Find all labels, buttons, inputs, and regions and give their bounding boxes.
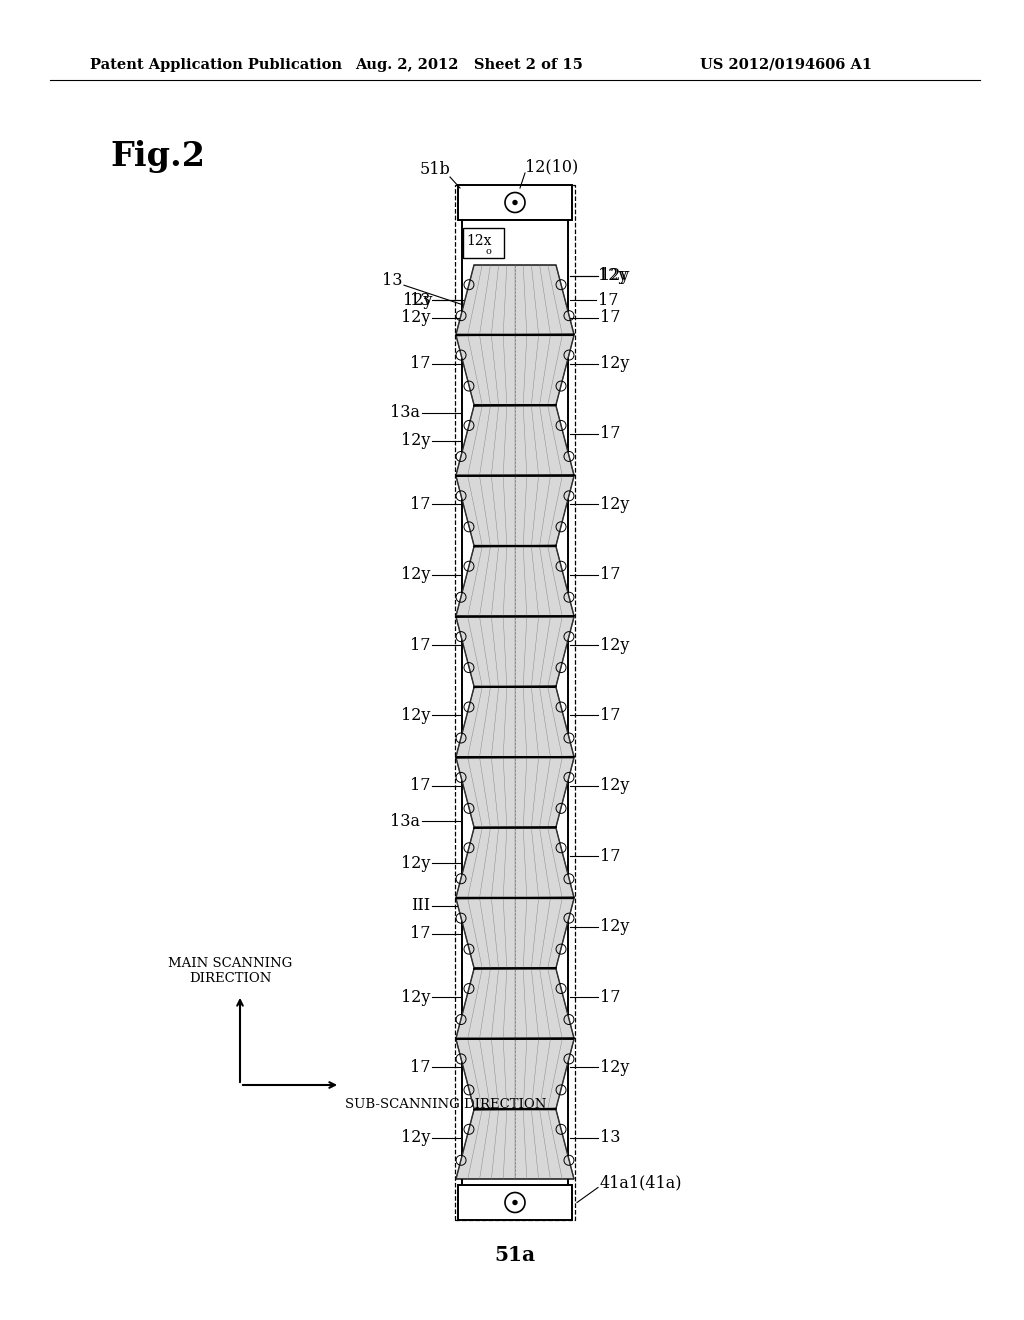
Text: 12y: 12y [400,989,430,1006]
Polygon shape [456,405,574,475]
Text: 12y: 12y [400,855,430,871]
Text: 51a: 51a [495,1245,536,1265]
Text: 12y: 12y [600,355,630,372]
Text: 12y: 12y [400,708,430,723]
Polygon shape [456,828,574,898]
Text: 17: 17 [600,989,621,1006]
Text: 17: 17 [410,925,430,942]
Text: SUB-SCANNING DIRECTION: SUB-SCANNING DIRECTION [345,1098,547,1111]
Text: 51b: 51b [419,161,450,178]
Polygon shape [456,1110,574,1179]
Text: 17: 17 [600,566,621,583]
Text: 13: 13 [410,292,430,309]
Text: MAIN SCANNING
DIRECTION: MAIN SCANNING DIRECTION [168,957,292,985]
Text: 17: 17 [410,355,430,372]
Text: Patent Application Publication: Patent Application Publication [90,58,342,73]
Polygon shape [456,899,574,968]
Text: 12y: 12y [598,267,628,284]
Text: 13: 13 [600,1130,621,1146]
Polygon shape [456,969,574,1039]
Text: 17: 17 [598,292,618,309]
Polygon shape [456,477,574,545]
Text: 17: 17 [600,847,621,865]
Text: III: III [411,898,430,913]
Text: 12y: 12y [400,1130,430,1146]
Text: 13: 13 [382,272,402,289]
Polygon shape [456,758,574,828]
Text: Fig.2: Fig.2 [110,140,205,173]
Polygon shape [462,220,568,1185]
Polygon shape [456,546,574,616]
Text: 17: 17 [410,496,430,512]
Text: 12y: 12y [402,292,432,309]
Text: 12y: 12y [600,777,630,795]
Polygon shape [458,185,572,220]
Circle shape [513,1200,517,1204]
Text: 12y: 12y [600,496,630,512]
Text: US 2012/0194606 A1: US 2012/0194606 A1 [700,58,872,73]
Text: Aug. 2, 2012   Sheet 2 of 15: Aug. 2, 2012 Sheet 2 of 15 [355,58,583,73]
Text: 41a1(41a): 41a1(41a) [600,1173,683,1191]
Text: 12y: 12y [400,433,430,450]
Polygon shape [463,228,504,257]
Text: 12y: 12y [600,636,630,653]
Text: 17: 17 [600,708,621,723]
Text: 12y: 12y [600,919,630,935]
Text: 17: 17 [410,1059,430,1076]
Text: 12y: 12y [600,1059,630,1076]
Text: 13a: 13a [390,813,420,829]
Polygon shape [456,1039,574,1109]
Polygon shape [456,616,574,686]
Text: 13a: 13a [390,404,420,421]
Text: 12y: 12y [600,267,630,284]
Polygon shape [458,1185,572,1220]
Polygon shape [456,335,574,405]
Text: 17: 17 [600,309,621,326]
Polygon shape [456,265,574,334]
Text: 17: 17 [410,636,430,653]
Text: 12y: 12y [400,566,430,583]
Text: 12(10): 12(10) [525,158,579,176]
Text: o: o [485,247,490,256]
Circle shape [513,201,517,205]
Text: 12x: 12x [466,234,492,248]
Text: 17: 17 [410,777,430,795]
Text: 12y: 12y [400,309,430,326]
Text: 17: 17 [600,425,621,442]
Polygon shape [456,688,574,756]
